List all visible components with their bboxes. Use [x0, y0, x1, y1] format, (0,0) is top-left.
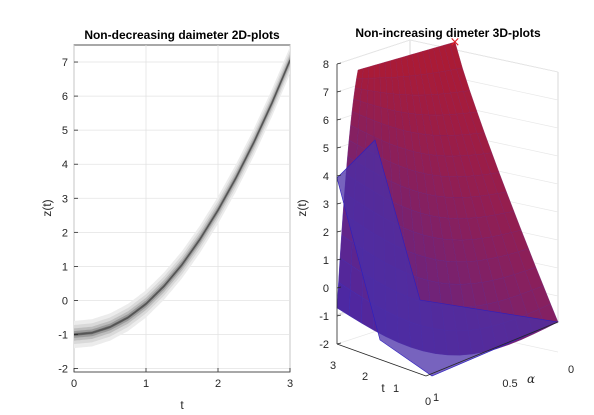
- t-tick-label: 1: [393, 383, 399, 395]
- surface-patch: [380, 92, 389, 110]
- z-tick-label: 0: [323, 283, 329, 295]
- left-x-tick-label: 3: [287, 378, 293, 390]
- left-bands: [74, 46, 290, 349]
- z-tick-label: 1: [323, 255, 329, 267]
- left-y-tick-label: 4: [62, 159, 68, 171]
- surface-patch: [360, 88, 368, 104]
- left-y-tick-label: 7: [62, 57, 68, 69]
- left-x-ticks: 0 1 2 3: [71, 368, 293, 390]
- left-x-tick-label: 2: [215, 378, 221, 390]
- alpha-axis-line: [425, 321, 559, 377]
- left-y-tick-label: 5: [62, 125, 68, 137]
- surface-patch: [373, 105, 382, 124]
- left-x-tick-label: 1: [143, 378, 149, 390]
- z-tick-mark: [336, 202, 342, 205]
- surface-patch: [367, 77, 375, 92]
- z-tick-label: 2: [323, 227, 329, 239]
- right-t-label: t: [381, 381, 385, 395]
- left-grid: [73, 45, 291, 372]
- surface-patch: [373, 63, 381, 79]
- alpha-tick-label: 0: [568, 364, 574, 376]
- left-x-label: t: [180, 398, 184, 412]
- z-tick-mark: [336, 146, 342, 149]
- left-y-tick-label: 1: [62, 261, 68, 273]
- surface-patch: [362, 66, 370, 79]
- t-tick-label: 3: [330, 360, 336, 372]
- confidence-band: [74, 46, 290, 349]
- z-tick-label: 7: [323, 87, 329, 99]
- left-y-ticks: -2 -1 0 1 2 3 4 5 6 7: [58, 57, 78, 376]
- left-y-tick-label: 6: [62, 91, 68, 103]
- surface-patch: [373, 91, 382, 108]
- left-y-tick-label: 2: [62, 227, 68, 239]
- z-tick-mark: [336, 286, 342, 289]
- right-z-label: z(t): [295, 199, 309, 216]
- z-tick-mark: [336, 174, 342, 177]
- z-tick-label: 5: [323, 143, 329, 155]
- left-y-tick-label: 3: [62, 193, 68, 205]
- z-tick-label: 3: [323, 199, 329, 211]
- surface-patch: [354, 78, 363, 90]
- right-title: Non-increasing dimeter 3D-plots: [355, 26, 541, 40]
- z-tick-label: -1: [319, 311, 329, 323]
- center-curve: [74, 60, 290, 336]
- z-tick-mark: [336, 90, 342, 93]
- t-tick-label: 2: [362, 371, 368, 383]
- left-y-tick-label: -2: [58, 364, 68, 376]
- left-plot: -2 -1 0 1 2 3 4 5 6 7 0 1 2 3 Non-decreasing daimete…: [40, 28, 293, 412]
- t-tick-label: 0: [425, 396, 431, 408]
- left-y-label: z(t): [40, 199, 54, 216]
- z-tick-label: 4: [323, 171, 329, 183]
- left-x-tick-label: 0: [71, 378, 77, 390]
- right-surface: ×: [336, 35, 560, 377]
- z-tick-mark: [336, 258, 342, 261]
- left-title: Non-decreasing daimeter 2D-plots: [84, 28, 280, 42]
- surface-patch: [380, 107, 390, 127]
- z-tick-label: 8: [323, 59, 329, 71]
- z-gridline-back: [409, 39, 559, 73]
- alpha-tick-label: 0.5: [502, 378, 517, 390]
- surface-patch: [366, 90, 375, 106]
- z-tick-mark: [336, 118, 342, 121]
- right-alpha-label: α: [527, 372, 535, 386]
- z-tick-label: -2: [319, 339, 329, 351]
- left-y-tick-label: -1: [58, 330, 68, 342]
- z-tick-mark: [336, 314, 342, 317]
- z-tick-mark: [336, 230, 342, 233]
- max-point-marker: ×: [450, 35, 461, 50]
- z-tick-mark: [336, 62, 342, 65]
- surface-patch: [361, 77, 369, 91]
- left-y-tick-label: 0: [62, 295, 68, 307]
- z-tick-label: 6: [323, 115, 329, 127]
- alpha-tick-label: 1: [433, 392, 439, 404]
- surface-patch: [368, 65, 375, 79]
- z-gridline: [336, 39, 411, 65]
- surface-patch: [373, 77, 381, 93]
- t-axis-line: [336, 343, 427, 377]
